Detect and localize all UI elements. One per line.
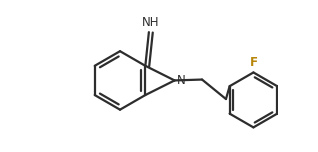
Text: F: F [249,56,258,69]
Text: NH: NH [142,16,160,29]
Text: N: N [177,74,185,87]
